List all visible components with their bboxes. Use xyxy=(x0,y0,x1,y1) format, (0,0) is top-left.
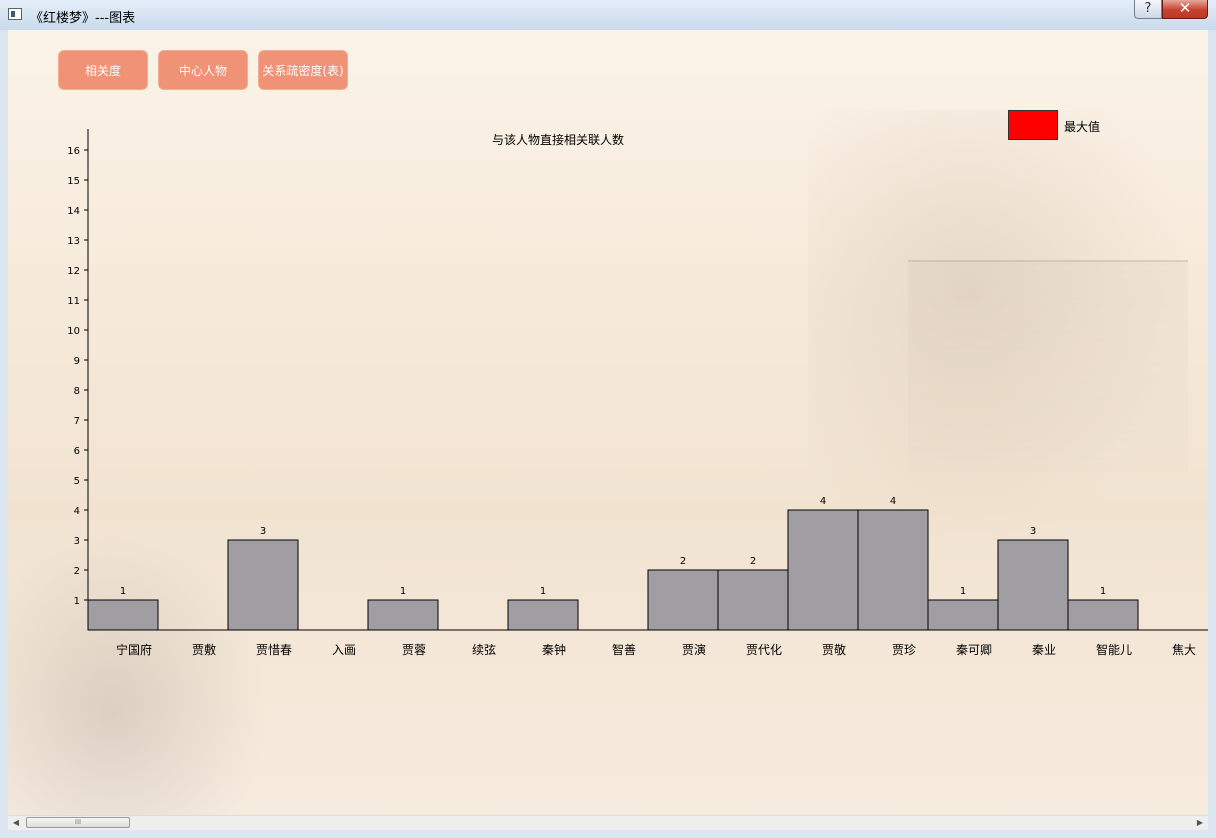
close-button[interactable]: ✕ xyxy=(1162,0,1208,19)
data-label: 1 xyxy=(960,586,966,597)
bar-智能儿 xyxy=(1067,599,1139,631)
y-tick-label: 4 xyxy=(74,506,80,517)
x-tick-label: 贾惜春 xyxy=(256,643,292,657)
y-tick-label: 14 xyxy=(67,206,80,217)
y-tick-label: 11 xyxy=(67,296,80,307)
bar-贾珍 xyxy=(857,509,929,631)
arrow-right-icon[interactable]: ▶ xyxy=(1196,818,1204,827)
x-tick-label: 贾敷 xyxy=(192,642,216,657)
y-tick-label: 5 xyxy=(74,476,80,487)
x-tick-label: 续弦 xyxy=(472,642,496,657)
y-tick-label: 9 xyxy=(74,356,80,367)
bar-贾惜春 xyxy=(227,539,299,631)
y-tick-label: 2 xyxy=(74,566,80,577)
x-tick-label: 贾蓉 xyxy=(402,643,426,657)
scroll-thumb[interactable]: III xyxy=(26,817,130,828)
data-label: 3 xyxy=(1030,526,1036,537)
y-tick-label: 13 xyxy=(67,236,80,247)
app-icon[interactable] xyxy=(8,8,22,20)
x-tick-label: 宁国府 xyxy=(116,642,152,657)
x-tick-label: 贾代化 xyxy=(746,643,782,657)
bar-秦可卿 xyxy=(927,599,999,631)
x-tick-label: 贾敬 xyxy=(822,643,846,657)
y-tick-label: 15 xyxy=(67,176,80,187)
bar-贾演 xyxy=(647,569,719,631)
bar-宁国府 xyxy=(87,599,159,631)
y-tick-label: 6 xyxy=(74,446,80,457)
title-bar[interactable]: 《红楼梦》---图表 ? ✕ xyxy=(0,0,1216,30)
central-figure-button[interactable]: 中心人物 xyxy=(158,50,248,90)
data-label: 3 xyxy=(260,526,266,537)
data-label: 1 xyxy=(540,586,546,597)
data-label: 1 xyxy=(1100,586,1106,597)
chart-panel: 相关度 中心人物 关系疏密度(表) 最大值 与该人物直接相关联人数 1 2 3 4 5 6 7… xyxy=(8,30,1208,830)
window-title: 《红楼梦》---图表 xyxy=(30,11,136,26)
chart-title: 与该人物直接相关联人数 xyxy=(492,132,624,147)
y-tick-label: 1 xyxy=(74,596,80,607)
data-label: 2 xyxy=(680,556,686,567)
data-label: 1 xyxy=(400,586,406,597)
bar-贾蓉 xyxy=(367,599,439,631)
relationship-density-table-button[interactable]: 关系疏密度(表) xyxy=(258,50,348,90)
help-button[interactable]: ? xyxy=(1134,0,1162,19)
data-label: 4 xyxy=(890,496,896,507)
y-tick-label: 16 xyxy=(67,146,80,157)
x-tick-label: 入画 xyxy=(332,643,356,657)
y-tick-label: 7 xyxy=(74,416,80,427)
data-label: 4 xyxy=(820,496,826,507)
x-tick-label: 智能儿 xyxy=(1096,642,1132,657)
x-tick-label: 智善 xyxy=(612,642,636,657)
legend-label: 最大值 xyxy=(1064,120,1101,134)
x-tick-label: 秦业 xyxy=(1032,643,1056,657)
legend-swatch xyxy=(1008,110,1058,140)
bar-贾敬 xyxy=(787,509,859,631)
y-tick-label: 8 xyxy=(74,386,80,397)
bar-贾代化 xyxy=(717,569,789,631)
bar-秦业 xyxy=(997,539,1069,631)
x-tick-label: 贾珍 xyxy=(892,643,916,657)
data-label: 1 xyxy=(120,586,126,597)
y-tick-label: 12 xyxy=(67,266,80,277)
x-tick-label: 秦钟 xyxy=(542,642,566,657)
data-label: 2 xyxy=(750,556,756,567)
y-tick-label: 3 xyxy=(74,536,80,547)
x-tick-label: 贾演 xyxy=(682,642,706,657)
y-tick-label: 10 xyxy=(67,326,80,337)
horizontal-scrollbar[interactable]: ◀ III ▶ xyxy=(8,815,1208,830)
relevance-button[interactable]: 相关度 xyxy=(58,50,148,90)
x-tick-label: 秦可卿 xyxy=(956,643,992,657)
x-tick-label: 焦大 xyxy=(1172,643,1196,657)
bar-秦钟 xyxy=(507,599,579,631)
arrow-left-icon[interactable]: ◀ xyxy=(12,818,20,827)
